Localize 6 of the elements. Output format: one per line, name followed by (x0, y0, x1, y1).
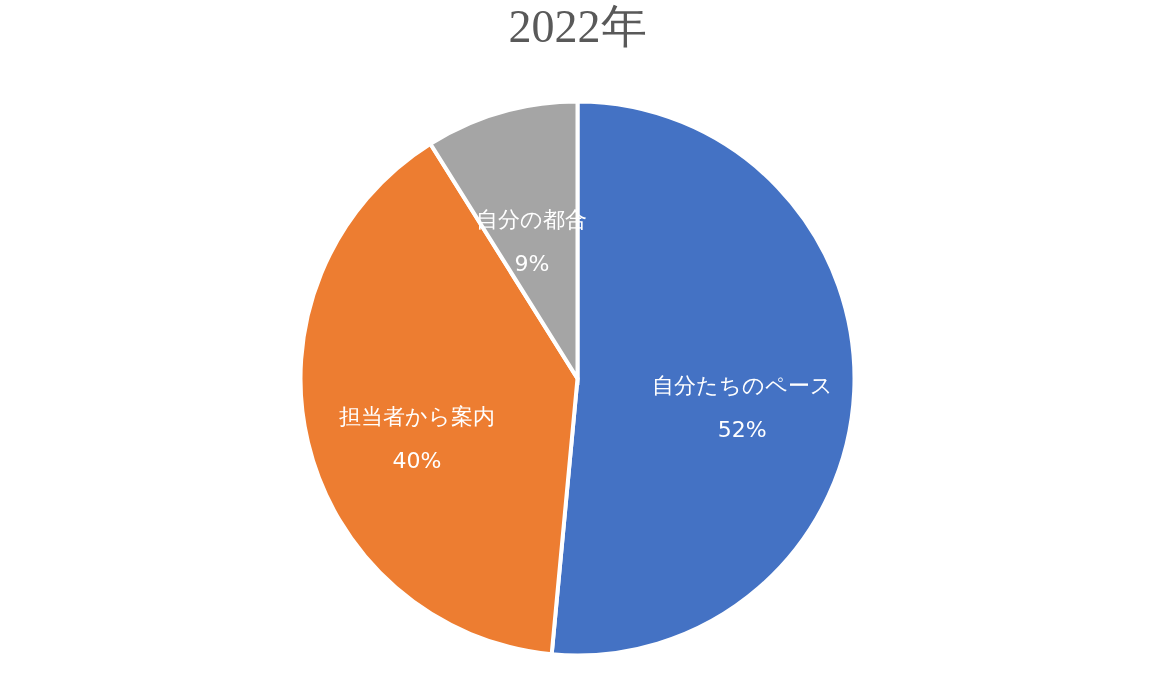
data-label: 40% (392, 447, 442, 473)
slice-label: 自分たちのペース (651, 373, 833, 399)
chart-title: 2022年 (508, 1, 647, 52)
data-label: 9% (514, 250, 550, 276)
data-label: 52% (717, 417, 767, 443)
slice-label: 担当者から案内 (338, 403, 495, 429)
